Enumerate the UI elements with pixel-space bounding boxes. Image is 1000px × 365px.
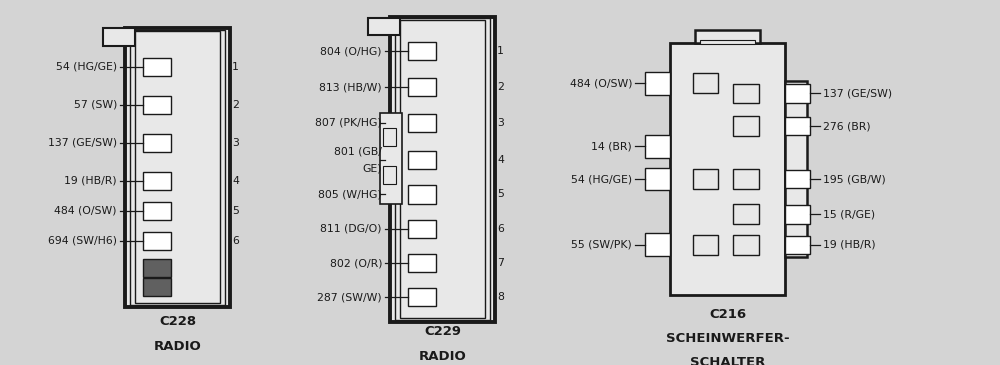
Text: 484 (O/SW): 484 (O/SW)	[570, 78, 632, 88]
Text: 14 (BR): 14 (BR)	[591, 141, 632, 151]
Bar	[408, 114, 436, 132]
Bar	[143, 232, 171, 250]
Bar	[700, 41, 755, 45]
Text: GE): GE)	[362, 164, 382, 173]
Bar	[645, 72, 670, 95]
Bar	[785, 170, 810, 188]
Bar	[693, 235, 718, 254]
Text: 802 (O/R): 802 (O/R)	[330, 258, 382, 268]
Bar	[733, 235, 759, 254]
Text: 8: 8	[497, 292, 504, 302]
Bar	[408, 42, 436, 60]
Bar	[733, 169, 759, 189]
Bar	[143, 96, 171, 114]
Text: 195 (GB/W): 195 (GB/W)	[823, 174, 886, 184]
Text: RADIO: RADIO	[154, 340, 201, 353]
Bar	[693, 169, 718, 189]
Bar	[383, 166, 396, 184]
Text: 54 (HG/GE): 54 (HG/GE)	[571, 174, 632, 184]
Bar	[408, 254, 436, 272]
Bar	[785, 117, 810, 135]
Bar	[408, 185, 436, 204]
Bar	[733, 204, 759, 224]
Text: 811 (DG/O): 811 (DG/O)	[320, 224, 382, 234]
Text: 4: 4	[232, 176, 239, 186]
Bar	[143, 134, 171, 152]
Text: 137 (GE/SW): 137 (GE/SW)	[823, 88, 892, 99]
Bar	[733, 84, 759, 103]
Text: 3: 3	[497, 118, 504, 128]
Bar	[368, 18, 400, 35]
Text: C229: C229	[424, 325, 461, 338]
Bar	[130, 30, 225, 305]
Text: SCHEINWERFER-: SCHEINWERFER-	[666, 333, 789, 346]
Bar	[390, 16, 495, 322]
Text: 55 (SW/PK): 55 (SW/PK)	[571, 240, 632, 250]
Text: 484 (O/SW): 484 (O/SW)	[54, 206, 117, 216]
Text: 276 (BR): 276 (BR)	[823, 121, 871, 131]
Text: 2: 2	[497, 82, 504, 92]
Text: C228: C228	[159, 315, 196, 328]
Text: 1: 1	[497, 46, 504, 56]
Bar	[693, 73, 718, 93]
Text: 4: 4	[497, 155, 504, 165]
Text: 801 (GB/: 801 (GB/	[334, 147, 382, 157]
Text: 54 (HG/GE): 54 (HG/GE)	[56, 62, 117, 72]
Text: 813 (HB/W): 813 (HB/W)	[319, 82, 382, 92]
Bar	[408, 288, 436, 307]
Text: 1: 1	[232, 62, 239, 72]
Bar	[125, 28, 230, 307]
Bar	[143, 58, 171, 76]
Text: SCHALTER: SCHALTER	[690, 356, 765, 365]
Bar	[103, 28, 135, 46]
Bar	[785, 205, 810, 223]
Text: 805 (W/HG): 805 (W/HG)	[318, 189, 382, 199]
Bar	[670, 43, 785, 295]
Bar	[143, 278, 171, 296]
Text: 5: 5	[232, 206, 239, 216]
Bar	[408, 151, 436, 169]
Text: 2: 2	[232, 100, 239, 110]
Bar	[143, 172, 171, 190]
Text: 5: 5	[497, 189, 504, 199]
Text: 15 (R/GE): 15 (R/GE)	[823, 210, 875, 219]
Text: 19 (HB/R): 19 (HB/R)	[64, 176, 117, 186]
Bar	[645, 135, 670, 158]
Text: 57 (SW): 57 (SW)	[74, 100, 117, 110]
Bar	[400, 20, 485, 318]
Bar	[408, 220, 436, 238]
Text: 137 (GE/SW): 137 (GE/SW)	[48, 138, 117, 148]
Text: 3: 3	[232, 138, 239, 148]
Text: 6: 6	[232, 236, 239, 246]
Text: 7: 7	[497, 258, 504, 268]
Bar	[645, 233, 670, 256]
Text: 6: 6	[497, 224, 504, 234]
Text: 694 (SW/H6): 694 (SW/H6)	[48, 236, 117, 246]
Text: 807 (PK/HG): 807 (PK/HG)	[315, 118, 382, 128]
Bar	[645, 168, 670, 191]
Bar	[135, 31, 220, 303]
Text: C216: C216	[709, 308, 746, 320]
Bar	[408, 78, 436, 96]
Text: 804 (O/HG): 804 (O/HG)	[320, 46, 382, 56]
Bar	[695, 30, 760, 43]
Bar	[143, 259, 171, 277]
Bar	[733, 116, 759, 136]
Bar	[785, 235, 810, 254]
Bar	[383, 127, 396, 146]
Text: 19 (HB/R): 19 (HB/R)	[823, 240, 876, 250]
Text: 287 (SW/W): 287 (SW/W)	[317, 292, 382, 302]
Bar	[143, 202, 171, 220]
Bar	[785, 81, 807, 257]
Bar	[395, 18, 490, 320]
Bar	[380, 113, 402, 204]
Bar	[785, 84, 810, 103]
Text: RADIO: RADIO	[419, 350, 466, 363]
